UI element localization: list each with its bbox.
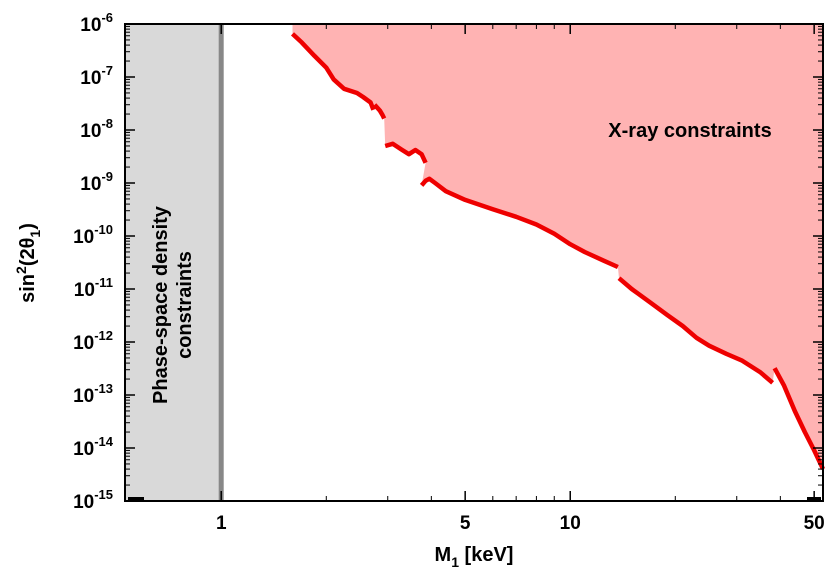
xray-curve-segment-4 — [617, 276, 775, 385]
plot-border — [124, 23, 824, 502]
phase-space-region-label: Phase-space density constraints — [150, 205, 196, 404]
x-tick-label: 50 — [804, 513, 825, 534]
y-axis-title: sin2(2θ1) — [13, 223, 43, 303]
x-tick-label: 5 — [460, 513, 471, 534]
xray-curve-segment-2 — [384, 141, 428, 164]
xray-region — [292, 24, 823, 470]
axis-ticks — [125, 23, 823, 502]
axis-labels: 10-15 10-14 10-13 10-12 10-11 10-10 10-9 10-8 10… — [13, 10, 825, 570]
xray-region-label: X-ray constraints — [608, 120, 771, 142]
xray-curve-segment-1 — [372, 103, 387, 120]
xray-curve-segment-5 — [772, 367, 826, 471]
x-axis-end-mark-right — [807, 497, 821, 501]
y-tick-label: 10-11 — [74, 275, 113, 301]
x-tick-label: 1 — [216, 513, 227, 534]
xray-curve-segment-3 — [419, 176, 619, 270]
y-tick-label: 10-7 — [80, 63, 113, 89]
phase-space-region — [125, 24, 222, 501]
y-tick-label: 10-10 — [73, 222, 113, 248]
x-axis-end-mark-left — [128, 497, 144, 501]
y-tick-label: 10-15 — [73, 487, 113, 513]
y-tick-label: 10-12 — [73, 328, 113, 354]
xray-curve-segment-0 — [290, 32, 376, 111]
y-tick-label: 10-6 — [80, 10, 113, 36]
y-tick-label: 10-8 — [80, 116, 113, 142]
y-tick-label: 10-14 — [73, 434, 114, 460]
y-tick-label: 10-13 — [73, 381, 113, 407]
x-axis-title: M1 [keV] — [435, 544, 514, 570]
regions — [125, 24, 823, 501]
series-lines — [290, 32, 826, 471]
plot-frame — [124, 23, 824, 502]
x-tick-label: 10 — [560, 513, 581, 534]
y-tick-label: 10-9 — [80, 169, 113, 195]
